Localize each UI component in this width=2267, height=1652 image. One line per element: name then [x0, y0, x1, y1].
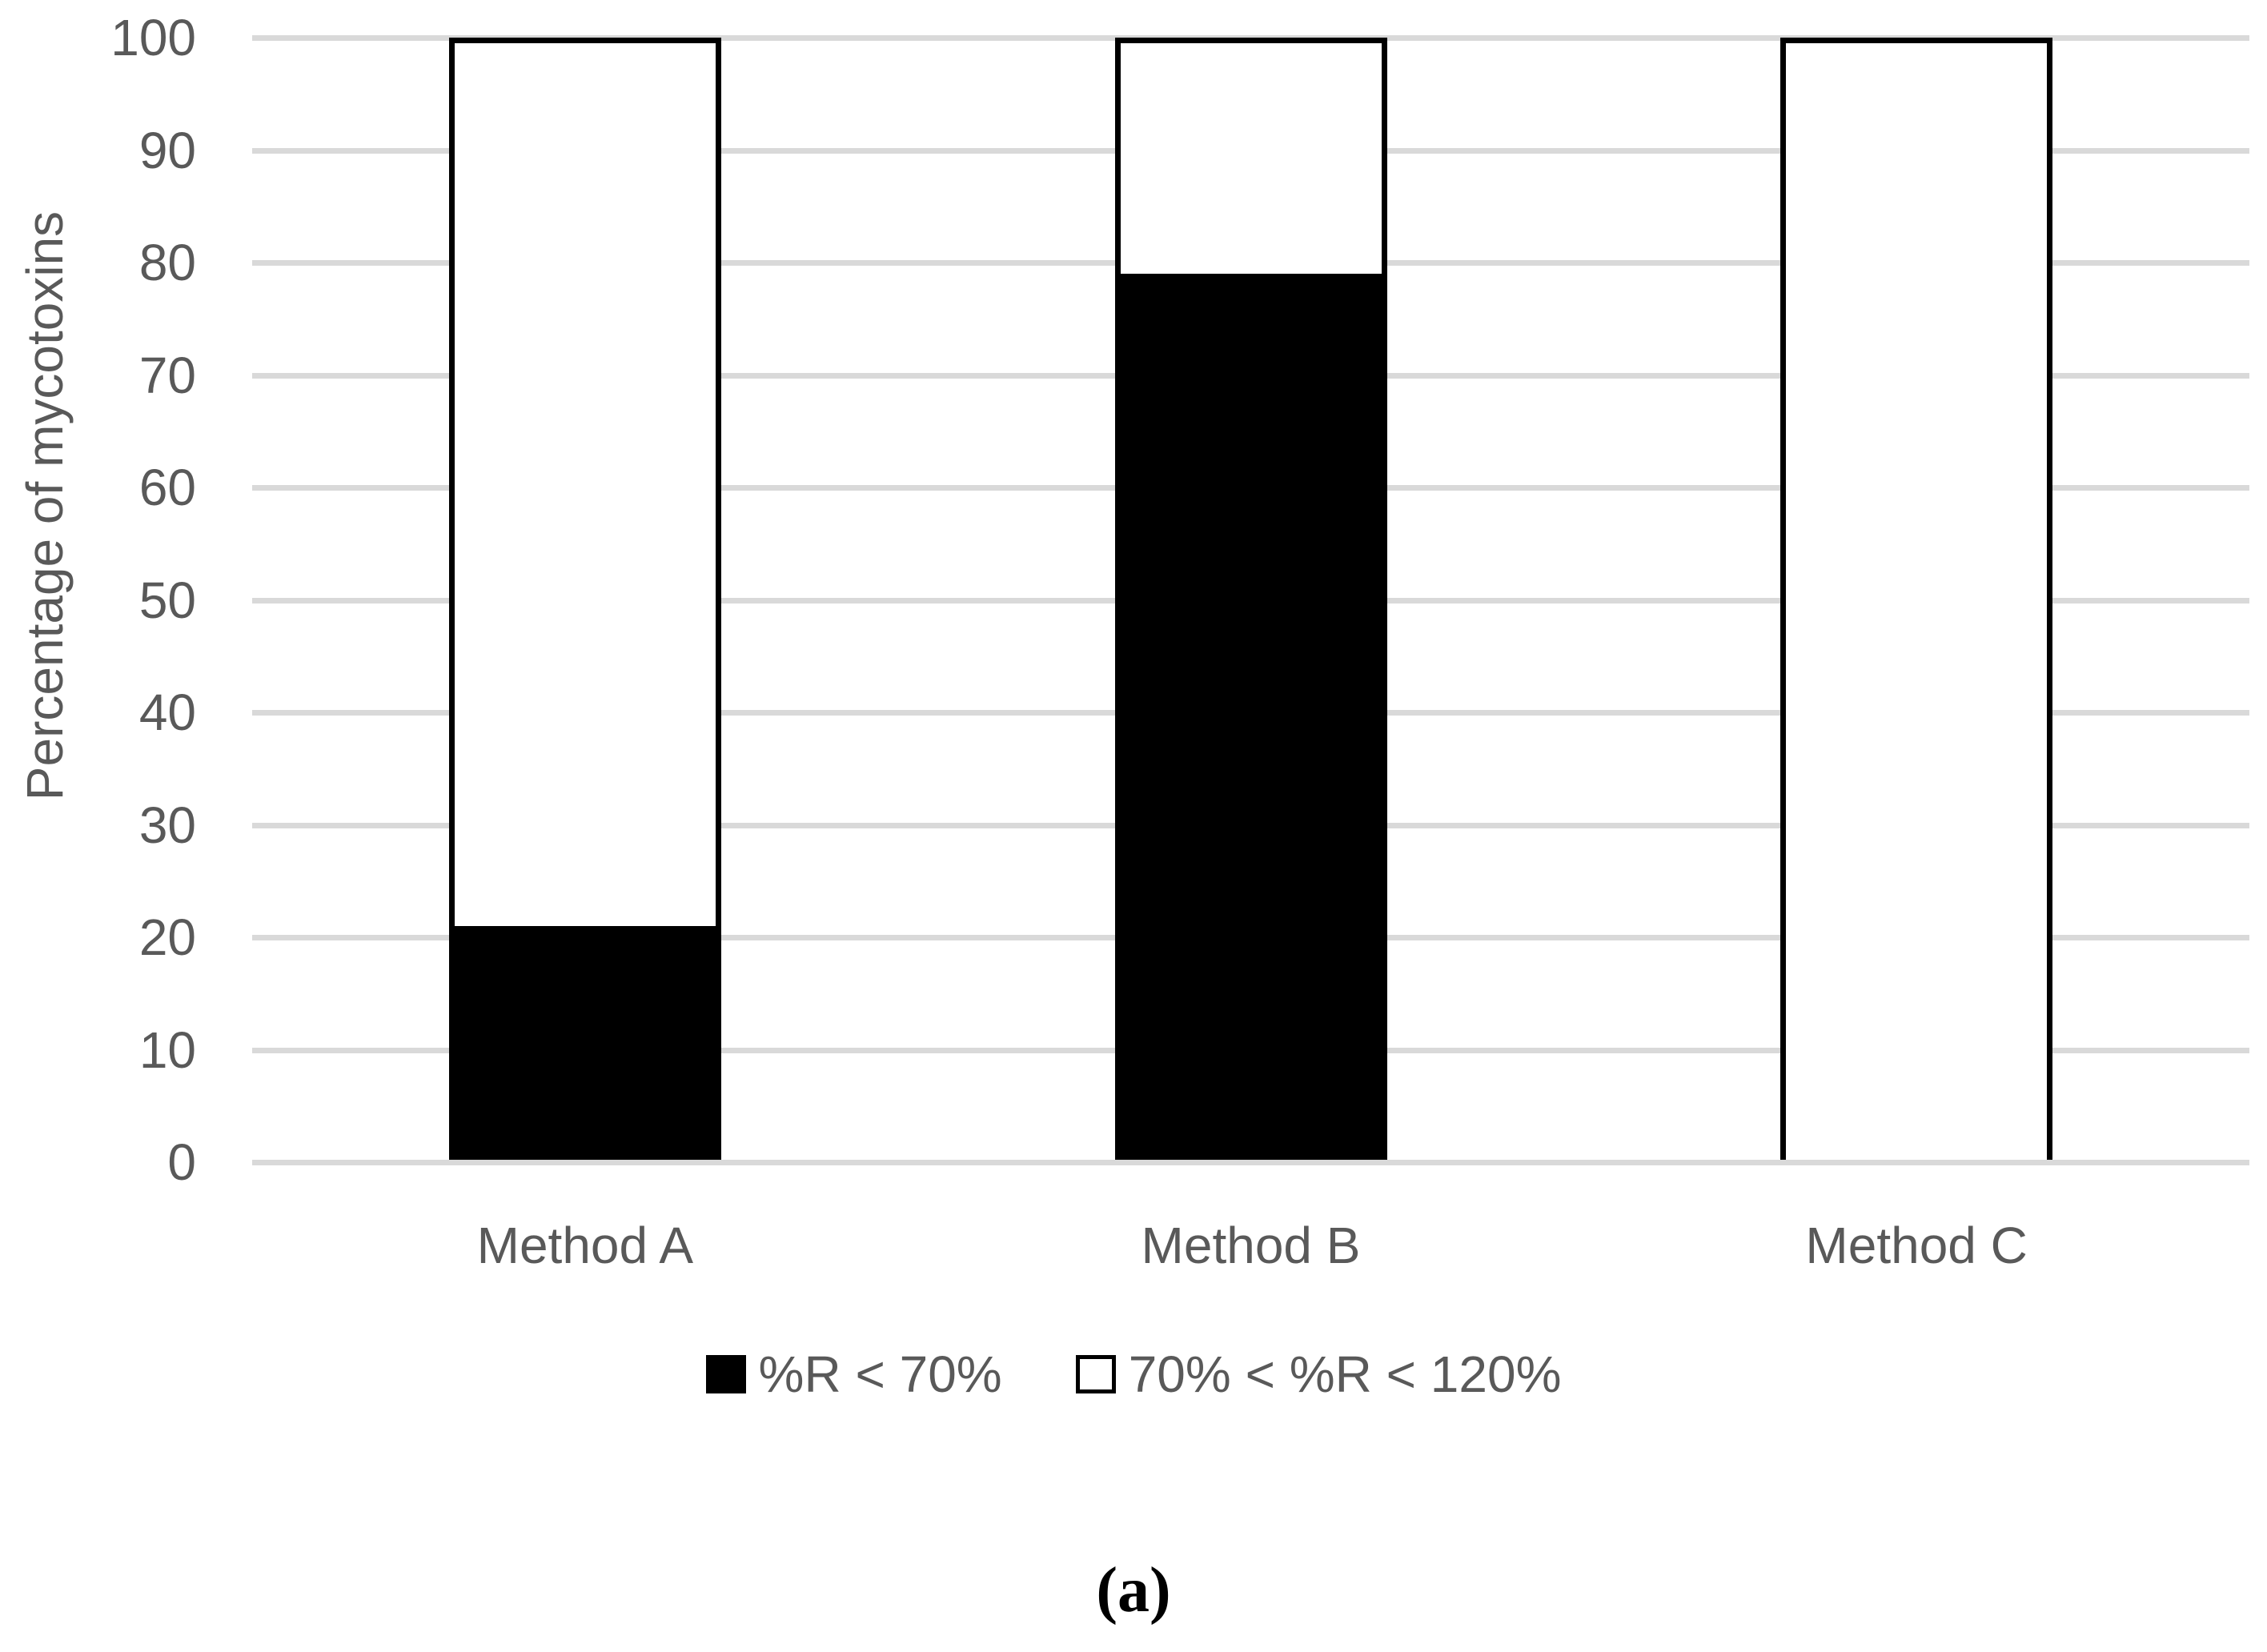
- y-tick-label: 90: [138, 121, 196, 179]
- y-tick-label: 30: [138, 796, 196, 854]
- y-tick-label: 60: [138, 459, 196, 516]
- bar-segment-below-70: [448, 925, 721, 1162]
- bar-method-c: [1780, 38, 2053, 1162]
- y-tick-label: 10: [138, 1020, 196, 1079]
- x-category-label: Method A: [476, 1217, 694, 1274]
- y-tick-label: 20: [138, 908, 196, 966]
- legend-swatch-icon: [1075, 1355, 1116, 1394]
- x-category-label: Method C: [1805, 1217, 2028, 1274]
- x-category-label: Method B: [1141, 1217, 1361, 1274]
- legend: %R < 70% 70% < %R < 120%: [0, 1346, 2267, 1402]
- legend-label: 70% < %R < 120%: [1128, 1345, 1562, 1403]
- y-tick-label: 100: [110, 9, 196, 66]
- y-tick-label: 80: [138, 234, 196, 291]
- legend-label: %R < 70%: [758, 1345, 1002, 1403]
- bar-method-a: [448, 38, 721, 1162]
- axis-baseline: [252, 1160, 2249, 1165]
- legend-item: 70% < %R < 120%: [1075, 1345, 1562, 1403]
- bar-method-b: [1114, 38, 1387, 1162]
- plot-area: [252, 35, 2249, 1165]
- figure-caption: (a): [1096, 1555, 1171, 1626]
- y-tick-label: 50: [138, 571, 196, 629]
- bar-segment-below-70: [1114, 274, 1387, 1162]
- legend-item: %R < 70%: [705, 1345, 1002, 1403]
- y-tick-label: 70: [138, 346, 196, 404]
- y-tick-label: 40: [138, 684, 196, 741]
- y-tick-label: 0: [167, 1133, 196, 1191]
- legend-swatch-icon: [705, 1355, 746, 1394]
